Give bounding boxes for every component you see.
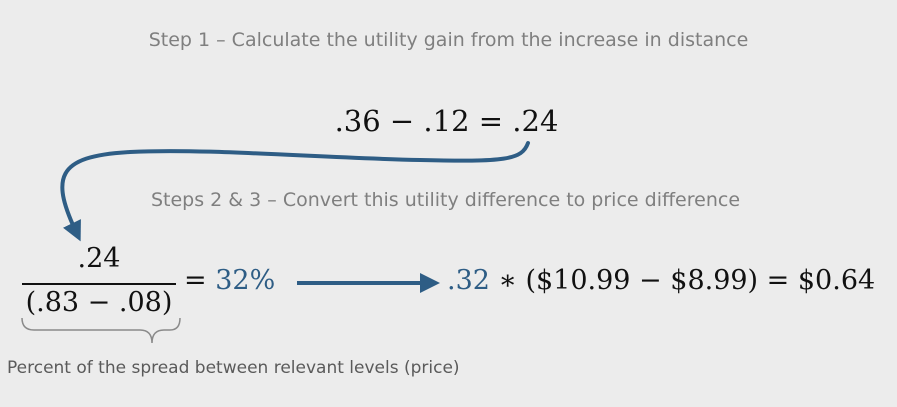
step1-heading: Step 1 – Calculate the utility gain from… <box>148 29 749 51</box>
price-equation: .32 ∗ ($10.99 − $8.99) = $0.64 <box>447 265 875 296</box>
steps23-heading: Steps 2 & 3 – Convert this utility diffe… <box>150 189 741 211</box>
percent-result: 32% <box>215 265 276 296</box>
step1-equation-text: .36 − .12 = .24 <box>334 104 559 138</box>
fraction-bar <box>22 283 176 285</box>
brace-note: Percent of the spread between relevant l… <box>7 358 460 378</box>
curly-brace <box>21 317 181 344</box>
fraction-denominator: (.83 − .08) <box>25 287 173 318</box>
step1-equation: .36 − .12 = .24 <box>0 104 897 138</box>
multiplier-value: .32 <box>447 265 490 296</box>
curved-arrow <box>60 141 530 242</box>
equals-sign: = <box>184 265 216 296</box>
fraction-numerator: .24 <box>77 243 121 274</box>
price-expression: ∗ ($10.99 − $8.99) = $0.64 <box>489 265 876 296</box>
percent-equation: = 32% <box>184 265 275 296</box>
